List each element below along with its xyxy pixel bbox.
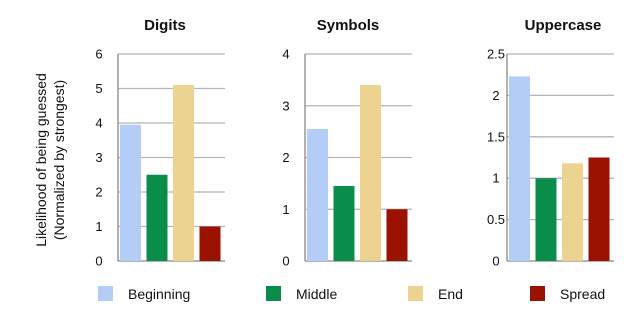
legend-swatch xyxy=(408,286,423,301)
chart-title: Digits xyxy=(144,17,186,34)
legend-swatch xyxy=(98,286,113,301)
y-tick-label: 1 xyxy=(95,219,102,234)
legend-label: End xyxy=(438,286,463,302)
legend-swatch xyxy=(266,286,281,301)
y-tick-label: 2 xyxy=(492,88,499,103)
bar-spread xyxy=(199,226,221,261)
legend-item-end: End xyxy=(408,286,463,302)
legend-label: Beginning xyxy=(128,286,190,302)
y-tick-label: 1 xyxy=(492,171,499,186)
chart-panel-digits: Digits 0 1 2 3 4 5 6 xyxy=(95,17,225,269)
bar-beginning xyxy=(307,129,328,261)
y-tick-label: 0 xyxy=(282,254,289,269)
legend-label: Spread xyxy=(560,286,605,302)
y-axis-label-line2: (Normalized by strongest) xyxy=(51,80,67,240)
legend-item-middle: Middle xyxy=(266,286,337,302)
y-tick-label: 3 xyxy=(282,98,289,113)
chart-title: Uppercase xyxy=(525,17,602,34)
legend: Beginning Middle End Spread xyxy=(98,286,605,302)
y-tick-label: 0 xyxy=(95,254,102,269)
legend-swatch xyxy=(530,286,545,301)
y-tick-label: 1 xyxy=(282,202,289,217)
bar-middle xyxy=(333,185,355,261)
y-tick-label: 0 xyxy=(492,254,499,269)
bar-end xyxy=(360,85,381,261)
y-tick-label: 3 xyxy=(95,150,102,165)
y-tick-label: 2 xyxy=(95,185,102,200)
y-tick-label: 0.5 xyxy=(487,212,505,227)
chart-panel-symbols: Symbols 0 1 2 3 4 xyxy=(282,17,412,269)
y-tick-label: 1.5 xyxy=(487,129,505,144)
bar-spread xyxy=(386,209,408,261)
chart-panels: Digits 0 1 2 3 4 5 6 Symbols 0 1 2 3 4 Uppercase 0 0.5 1 1… xyxy=(95,17,614,269)
bar-beginning xyxy=(509,76,530,261)
bar-middle xyxy=(535,178,557,261)
bar-beginning xyxy=(120,124,141,261)
y-axis-label-line1: Likelihood of being guessed xyxy=(33,73,49,247)
chart-title: Symbols xyxy=(317,17,380,34)
bar-end xyxy=(173,85,194,261)
bar-end xyxy=(562,163,583,261)
bar-spread xyxy=(588,157,610,261)
legend-label: Middle xyxy=(296,286,337,302)
y-tick-label: 4 xyxy=(282,47,289,62)
y-tick-label: 2 xyxy=(282,150,289,165)
legend-item-spread: Spread xyxy=(530,286,605,302)
y-tick-label: 2.5 xyxy=(487,47,505,62)
y-tick-label: 4 xyxy=(95,116,102,131)
y-tick-label: 6 xyxy=(95,47,102,62)
bar-middle xyxy=(146,174,168,261)
y-tick-label: 5 xyxy=(95,81,102,96)
legend-item-beginning: Beginning xyxy=(98,286,190,302)
chart-panel-uppercase: Uppercase 0 0.5 1 1.5 2 2.5 xyxy=(487,17,614,269)
